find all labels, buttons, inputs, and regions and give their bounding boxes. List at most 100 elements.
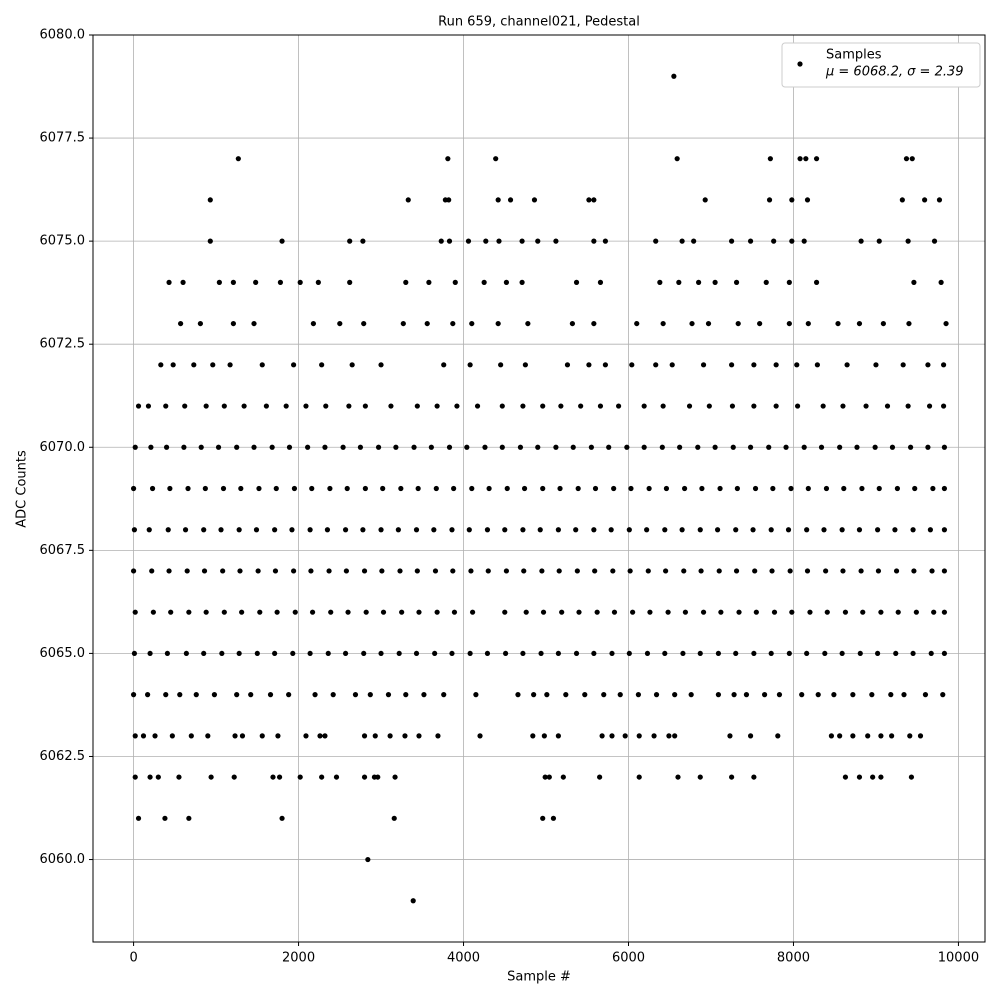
point <box>542 774 548 780</box>
point <box>402 733 408 739</box>
point <box>635 692 641 698</box>
point <box>917 733 924 739</box>
point <box>413 527 420 533</box>
point <box>207 238 213 244</box>
point <box>706 403 712 409</box>
point <box>291 485 298 492</box>
point <box>602 238 609 244</box>
point <box>785 527 792 533</box>
point <box>232 733 238 739</box>
point <box>239 733 246 739</box>
point <box>842 609 849 615</box>
point <box>519 238 525 244</box>
point <box>347 238 353 244</box>
point <box>815 692 821 698</box>
point <box>495 320 501 327</box>
point <box>644 650 651 657</box>
point <box>164 650 171 657</box>
legend-marker <box>797 61 803 67</box>
point <box>211 692 218 698</box>
point <box>342 650 349 657</box>
point <box>860 609 866 615</box>
point <box>219 650 225 657</box>
point <box>146 527 152 533</box>
point <box>474 403 481 409</box>
point <box>591 238 597 244</box>
point <box>888 692 894 698</box>
point <box>216 279 222 285</box>
x-tick-label: 10000 <box>938 951 979 966</box>
point <box>940 362 947 368</box>
point <box>729 403 736 409</box>
point <box>786 650 792 657</box>
point <box>735 320 741 327</box>
point <box>537 527 543 533</box>
point <box>292 609 298 615</box>
point <box>858 238 864 244</box>
y-tick-label: 6067.5 <box>40 543 86 558</box>
point <box>878 733 884 739</box>
point <box>322 444 328 450</box>
point <box>236 650 242 657</box>
point <box>446 238 453 244</box>
point <box>663 568 669 574</box>
point <box>431 527 437 533</box>
point <box>387 733 393 739</box>
point <box>718 609 724 615</box>
point <box>230 320 236 327</box>
point <box>941 609 948 615</box>
point <box>432 568 439 574</box>
point <box>180 279 186 285</box>
point <box>267 692 274 698</box>
point <box>644 527 650 533</box>
point <box>878 774 884 780</box>
point <box>697 527 703 533</box>
point <box>929 568 935 574</box>
point <box>360 527 366 533</box>
point <box>821 527 827 533</box>
point <box>305 444 311 450</box>
point <box>681 568 687 574</box>
point <box>393 444 399 450</box>
point <box>411 444 417 450</box>
point <box>892 527 898 533</box>
point <box>636 774 642 780</box>
point <box>697 774 703 780</box>
point <box>433 485 439 492</box>
point <box>653 238 659 244</box>
point <box>824 609 830 615</box>
point <box>484 650 491 657</box>
point <box>333 774 340 780</box>
x-tick-label: 2000 <box>282 951 315 966</box>
point <box>804 197 811 203</box>
point <box>558 403 564 409</box>
point <box>906 320 912 327</box>
point <box>163 403 169 409</box>
point <box>449 650 455 657</box>
point <box>388 403 394 409</box>
point <box>787 568 793 574</box>
point <box>495 197 501 203</box>
point <box>928 650 934 657</box>
point <box>186 815 192 821</box>
point <box>477 733 483 739</box>
point <box>310 320 317 327</box>
point <box>730 444 736 450</box>
point <box>807 609 813 615</box>
point <box>941 568 948 574</box>
point <box>467 362 473 368</box>
point <box>757 320 763 327</box>
point <box>880 320 886 327</box>
point <box>700 609 707 615</box>
point <box>615 403 622 409</box>
point <box>177 692 183 698</box>
point <box>203 403 209 409</box>
point <box>231 774 237 780</box>
point <box>464 444 470 450</box>
point <box>695 444 701 450</box>
point <box>496 238 502 244</box>
point <box>813 279 820 285</box>
point <box>940 692 946 698</box>
point <box>499 403 505 409</box>
point <box>176 774 182 780</box>
